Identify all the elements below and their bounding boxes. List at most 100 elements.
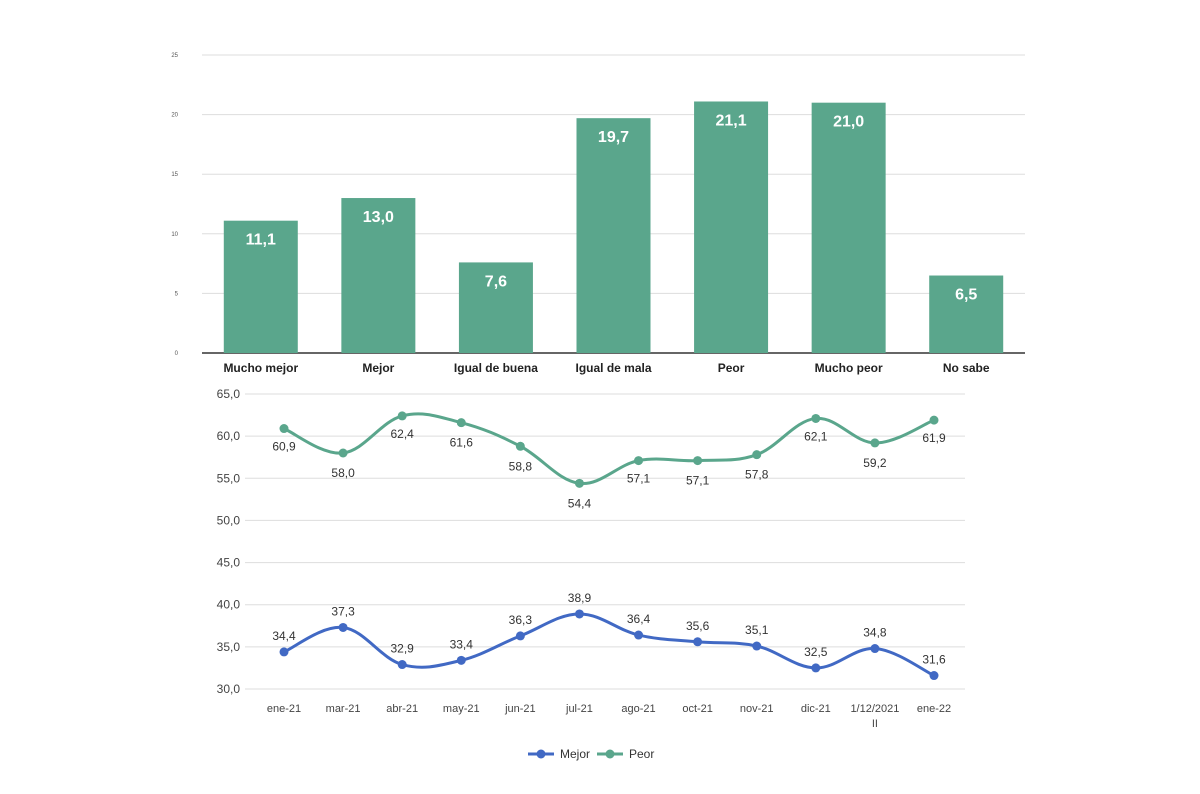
line-y-tick-label: 45,0 xyxy=(217,556,241,570)
data-label: 35,6 xyxy=(686,619,710,633)
data-label: 62,1 xyxy=(804,429,828,443)
data-point xyxy=(634,456,644,466)
bar-category-label: Mucho peor xyxy=(815,361,883,375)
legend-label: Mejor xyxy=(560,747,590,761)
line-x-tick-label: 1/12/2021 xyxy=(850,703,899,715)
data-point xyxy=(574,609,584,619)
data-label: 32,9 xyxy=(391,642,415,656)
line-x-tick-label: nov-21 xyxy=(740,703,774,715)
line-x-tick-label: may-21 xyxy=(443,703,480,715)
bar xyxy=(223,220,298,353)
bar-value-label: 13,0 xyxy=(363,209,394,226)
bar-category-label: Peor xyxy=(718,361,745,375)
data-point xyxy=(693,637,703,647)
data-point xyxy=(811,413,821,423)
line-y-tick-label: 55,0 xyxy=(217,471,241,485)
line-y-tick-label: 30,0 xyxy=(217,682,241,696)
data-point xyxy=(515,631,525,641)
line-x-tick-label: ene-21 xyxy=(267,703,301,715)
data-label: 33,4 xyxy=(450,637,474,651)
data-label: 35,1 xyxy=(745,623,769,637)
bar-category-label: No sabe xyxy=(943,361,990,375)
data-label: 59,2 xyxy=(863,456,887,470)
bar-value-label: 11,1 xyxy=(246,232,276,249)
data-label: 62,4 xyxy=(391,427,415,441)
data-point xyxy=(338,622,348,632)
data-point xyxy=(456,418,466,428)
data-point xyxy=(752,450,762,460)
data-point xyxy=(338,448,348,458)
line-y-tick-label: 50,0 xyxy=(217,513,241,527)
line-x-tick-label: dic-21 xyxy=(801,703,831,715)
bar-y-tick-label: 20 xyxy=(171,113,178,119)
legend-swatch-marker xyxy=(605,749,615,759)
series-line-peor xyxy=(283,412,935,485)
data-label: 58,8 xyxy=(509,459,533,473)
legend-label: Peor xyxy=(629,747,654,761)
data-point xyxy=(397,660,407,670)
data-point xyxy=(811,663,821,673)
bar-y-tick-label: 10 xyxy=(171,232,178,238)
line-x-tick-label: oct-21 xyxy=(682,703,713,715)
line-y-tick-label: 40,0 xyxy=(217,598,241,612)
bar-value-label: 21,0 xyxy=(833,114,864,131)
data-point xyxy=(574,478,584,488)
bar-category-label: Mucho mejor xyxy=(223,361,298,375)
bar-y-tick-label: 25 xyxy=(171,53,178,59)
data-point xyxy=(397,411,407,421)
bar-value-label: 6,5 xyxy=(955,287,977,304)
bar-category-label: Igual de mala xyxy=(575,361,651,375)
data-point xyxy=(279,424,289,434)
bar-value-label: 21,1 xyxy=(716,112,747,129)
data-label: 36,4 xyxy=(627,612,651,626)
data-label: 57,8 xyxy=(745,468,769,482)
bar-y-tick-label: 0 xyxy=(175,351,179,357)
line-x-tick-label: ago-21 xyxy=(621,703,655,715)
data-point xyxy=(929,415,939,425)
data-label: 60,9 xyxy=(272,440,296,454)
data-point xyxy=(515,441,525,451)
line-x-tick-label: jul-21 xyxy=(565,703,593,715)
data-point xyxy=(634,630,644,640)
data-point xyxy=(929,671,939,681)
line-x-tick-label: mar-21 xyxy=(326,703,361,715)
data-label: 61,9 xyxy=(922,431,946,445)
bar-y-tick-label: 15 xyxy=(171,172,178,178)
line-y-tick-label: 35,0 xyxy=(217,640,241,654)
line-x-tick-label: ene-22 xyxy=(917,703,951,715)
bar-y-tick-label: 5 xyxy=(175,291,179,297)
data-point xyxy=(279,647,289,657)
data-label: 31,6 xyxy=(922,653,946,667)
bar xyxy=(576,118,651,354)
bar-value-label: 7,6 xyxy=(485,273,507,290)
series-line-mejor xyxy=(283,612,935,677)
bar xyxy=(694,101,769,353)
data-label: 57,1 xyxy=(627,472,651,486)
data-point xyxy=(870,644,880,654)
bar xyxy=(929,275,1004,353)
data-label: 54,4 xyxy=(568,496,592,510)
data-label: 34,4 xyxy=(272,629,296,643)
legend-swatch-marker xyxy=(536,749,546,759)
line-x-tick-label: abr-21 xyxy=(386,703,418,715)
data-label: 37,3 xyxy=(331,604,355,618)
data-point xyxy=(870,438,880,448)
line-y-tick-label: 60,0 xyxy=(217,429,241,443)
line-x-tick-label: II xyxy=(872,718,878,730)
line-y-tick-label: 65,0 xyxy=(217,387,241,401)
bar xyxy=(811,102,886,354)
data-label: 58,0 xyxy=(331,466,355,480)
bar-category-label: Mejor xyxy=(362,361,394,375)
data-point xyxy=(456,655,466,665)
data-label: 38,9 xyxy=(568,591,592,605)
bar-category-label: Igual de buena xyxy=(454,361,538,375)
bar-value-label: 19,7 xyxy=(598,129,629,146)
data-label: 57,1 xyxy=(686,474,710,488)
bar xyxy=(341,198,416,353)
data-point xyxy=(752,641,762,651)
data-label: 32,5 xyxy=(804,645,828,659)
data-label: 36,3 xyxy=(509,613,533,627)
data-label: 61,6 xyxy=(450,436,474,450)
